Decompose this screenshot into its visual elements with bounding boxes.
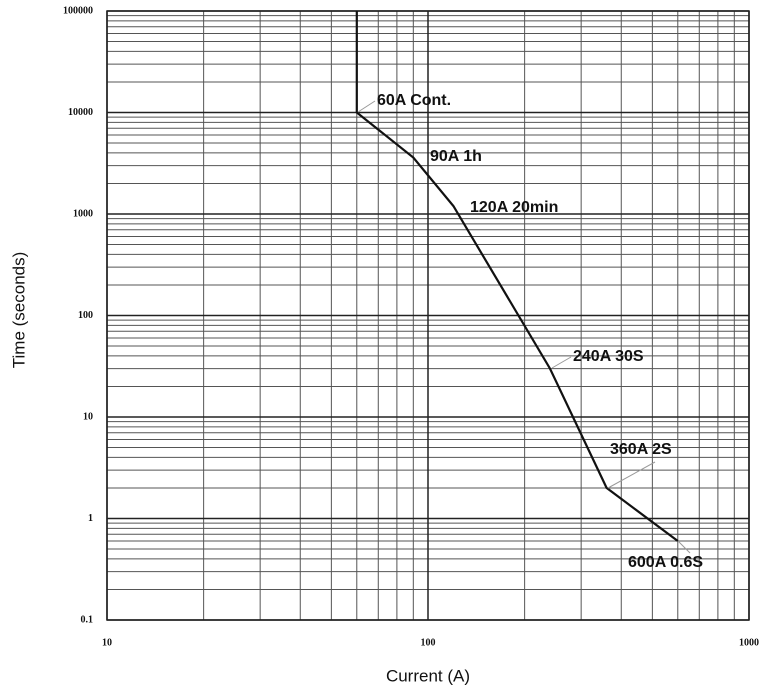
annotation: 60A Cont. xyxy=(377,92,451,109)
leader-line xyxy=(551,356,572,369)
y-tick-label: 1000 xyxy=(73,208,93,219)
y-tick-label: 0.1 xyxy=(81,614,94,625)
annotation: 240A 30S xyxy=(573,348,644,365)
y-tick-label: 100000 xyxy=(63,5,93,16)
x-tick-label: 100 xyxy=(421,637,436,648)
y-axis-title: Time (seconds) xyxy=(9,252,28,369)
curve xyxy=(355,11,679,542)
annotation: 90A 1h xyxy=(430,148,482,165)
leader-line xyxy=(607,461,656,489)
leader-line xyxy=(677,540,691,554)
x-axis-title: Current (A) xyxy=(386,666,470,685)
plot-frame xyxy=(106,10,750,621)
y-tick-label: 100 xyxy=(78,310,93,321)
y-tick-label: 10 xyxy=(83,411,93,422)
annotation: 600A 0.6S xyxy=(628,554,703,571)
annotation: 360A 2S xyxy=(610,441,672,458)
x-tick-label: 10 xyxy=(102,637,112,648)
y-tick-label: 1 xyxy=(88,513,93,524)
annotation: 120A 20min xyxy=(470,199,558,216)
y-tick-label: 10000 xyxy=(68,107,93,118)
leader-line xyxy=(357,100,376,113)
x-tick-label: 1000 xyxy=(739,637,759,648)
